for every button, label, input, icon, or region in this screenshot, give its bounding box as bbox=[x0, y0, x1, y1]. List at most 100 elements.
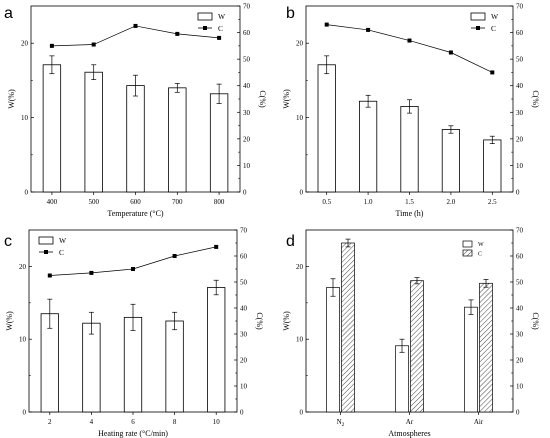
right-tick-label: 10 bbox=[243, 162, 251, 170]
left-tick-label: 10 bbox=[19, 336, 27, 344]
x-tick-label: 6 bbox=[131, 418, 135, 426]
right-tick-label: 20 bbox=[243, 135, 251, 143]
right-tick-label: 10 bbox=[516, 383, 524, 391]
right-tick-label: 60 bbox=[243, 29, 251, 37]
panel-b: b 0 10 20 0 10 20 30 40 50 60 70 0.5 1.0 1.5 2.0 2.5 Time… bbox=[282, 3, 540, 219]
x-tick-label: 2.5 bbox=[488, 198, 497, 206]
w-bar bbox=[168, 87, 187, 193]
x-axis-label: Atmospheres bbox=[388, 429, 430, 438]
left-tick-label: 20 bbox=[296, 263, 304, 271]
legend-c-label: C bbox=[491, 24, 496, 33]
left-tick-label: 0 bbox=[300, 189, 304, 197]
c-point bbox=[448, 50, 453, 55]
right-tick-label: 60 bbox=[516, 29, 524, 37]
right-tick-label: 30 bbox=[516, 109, 524, 117]
right-tick-label: 70 bbox=[516, 227, 524, 235]
panel-letter: d bbox=[286, 233, 295, 250]
right-tick-label: 50 bbox=[516, 279, 524, 287]
c-point bbox=[214, 244, 219, 249]
right-tick-label: 40 bbox=[516, 82, 524, 90]
left-tick-label: 0 bbox=[23, 409, 27, 417]
right-tick-label: 20 bbox=[240, 357, 248, 365]
left-axis-label: W(%) bbox=[282, 89, 291, 109]
c-point bbox=[89, 270, 94, 275]
w-bar bbox=[165, 320, 184, 413]
c-hatched-bar bbox=[341, 242, 355, 413]
c-hatched-bar bbox=[479, 282, 493, 413]
legend-c-marker bbox=[476, 26, 480, 30]
right-tick-label: 60 bbox=[516, 253, 524, 261]
c-point bbox=[49, 43, 54, 48]
left-axis-label: W(%) bbox=[5, 311, 14, 331]
left-tick-label: 10 bbox=[296, 114, 304, 122]
legend-w-swatch bbox=[462, 240, 473, 248]
right-tick-label: 40 bbox=[240, 305, 248, 313]
legend-w-swatch bbox=[197, 12, 213, 21]
x-tick-label: 8 bbox=[173, 418, 177, 426]
right-tick-label: 30 bbox=[240, 331, 248, 339]
legend-w-label: W bbox=[59, 236, 67, 245]
right-tick-label: 70 bbox=[516, 3, 524, 11]
right-tick-label: 50 bbox=[243, 56, 251, 64]
c-point bbox=[366, 27, 371, 32]
x-tick-label: 2.0 bbox=[447, 198, 456, 206]
right-tick-label: 0 bbox=[243, 189, 247, 197]
panel-letter: a bbox=[4, 5, 13, 22]
left-tick-label: 0 bbox=[25, 189, 29, 197]
right-tick-label: 0 bbox=[516, 189, 520, 197]
right-tick-label: 50 bbox=[240, 279, 248, 287]
legend: WC bbox=[462, 240, 484, 258]
left-tick-label: 20 bbox=[19, 263, 27, 271]
legend-w-swatch bbox=[38, 236, 54, 245]
c-point bbox=[407, 38, 412, 43]
w-bar bbox=[395, 345, 409, 413]
x-tick-label: 1.0 bbox=[364, 198, 373, 206]
legend-c-swatch bbox=[462, 249, 473, 257]
right-tick-label: 10 bbox=[240, 383, 248, 391]
c-point bbox=[47, 273, 52, 278]
w-bar bbox=[42, 64, 62, 193]
w-bar bbox=[441, 129, 460, 193]
panel-letter: b bbox=[286, 5, 295, 22]
left-tick-label: 10 bbox=[21, 114, 29, 122]
w-bar bbox=[123, 316, 143, 413]
legend-c-label: C bbox=[59, 248, 64, 257]
c-point bbox=[131, 267, 135, 271]
x-tick-label: 800 bbox=[214, 198, 225, 206]
panel-d: d 0 10 20 0 10 20 30 40 50 60 70 N2 Ar Air Atmospheres W… bbox=[282, 227, 540, 438]
w-bar bbox=[326, 287, 340, 413]
w-bar bbox=[317, 64, 336, 193]
c-point bbox=[91, 42, 96, 47]
right-tick-label: 70 bbox=[240, 227, 248, 235]
w-bar bbox=[359, 100, 378, 193]
c-point bbox=[324, 22, 329, 27]
legend-w-label: W bbox=[218, 12, 226, 21]
x-tick-label: 600 bbox=[130, 198, 141, 206]
w-bar bbox=[207, 287, 226, 413]
x-tick-label: 2 bbox=[48, 418, 52, 426]
right-tick-label: 50 bbox=[516, 56, 524, 64]
right-axis-label: C(%) bbox=[258, 90, 267, 108]
c-point bbox=[172, 254, 177, 258]
x-axis-label: Heating rate (°C/min) bbox=[98, 429, 168, 438]
legend-w-swatch bbox=[470, 12, 486, 21]
legend-w-label: W bbox=[491, 12, 499, 21]
w-bar bbox=[209, 93, 229, 193]
c-point bbox=[490, 70, 495, 75]
c-line bbox=[49, 246, 217, 276]
panel-letter: c bbox=[4, 233, 12, 250]
w-bar bbox=[400, 106, 419, 193]
x-tick-label: N2 bbox=[337, 418, 345, 428]
w-bar bbox=[84, 71, 103, 193]
x-axis-label: Temperature (°C) bbox=[107, 209, 164, 218]
right-tick-label: 20 bbox=[516, 357, 524, 365]
right-tick-label: 0 bbox=[516, 409, 520, 417]
right-tick-label: 60 bbox=[240, 253, 248, 261]
w-bar bbox=[464, 306, 478, 413]
right-tick-label: 40 bbox=[516, 305, 524, 313]
x-tick-label: Air bbox=[474, 418, 484, 426]
x-tick-label: 500 bbox=[88, 198, 99, 206]
c-point bbox=[133, 23, 138, 28]
x-tick-label: 0.5 bbox=[322, 198, 331, 206]
